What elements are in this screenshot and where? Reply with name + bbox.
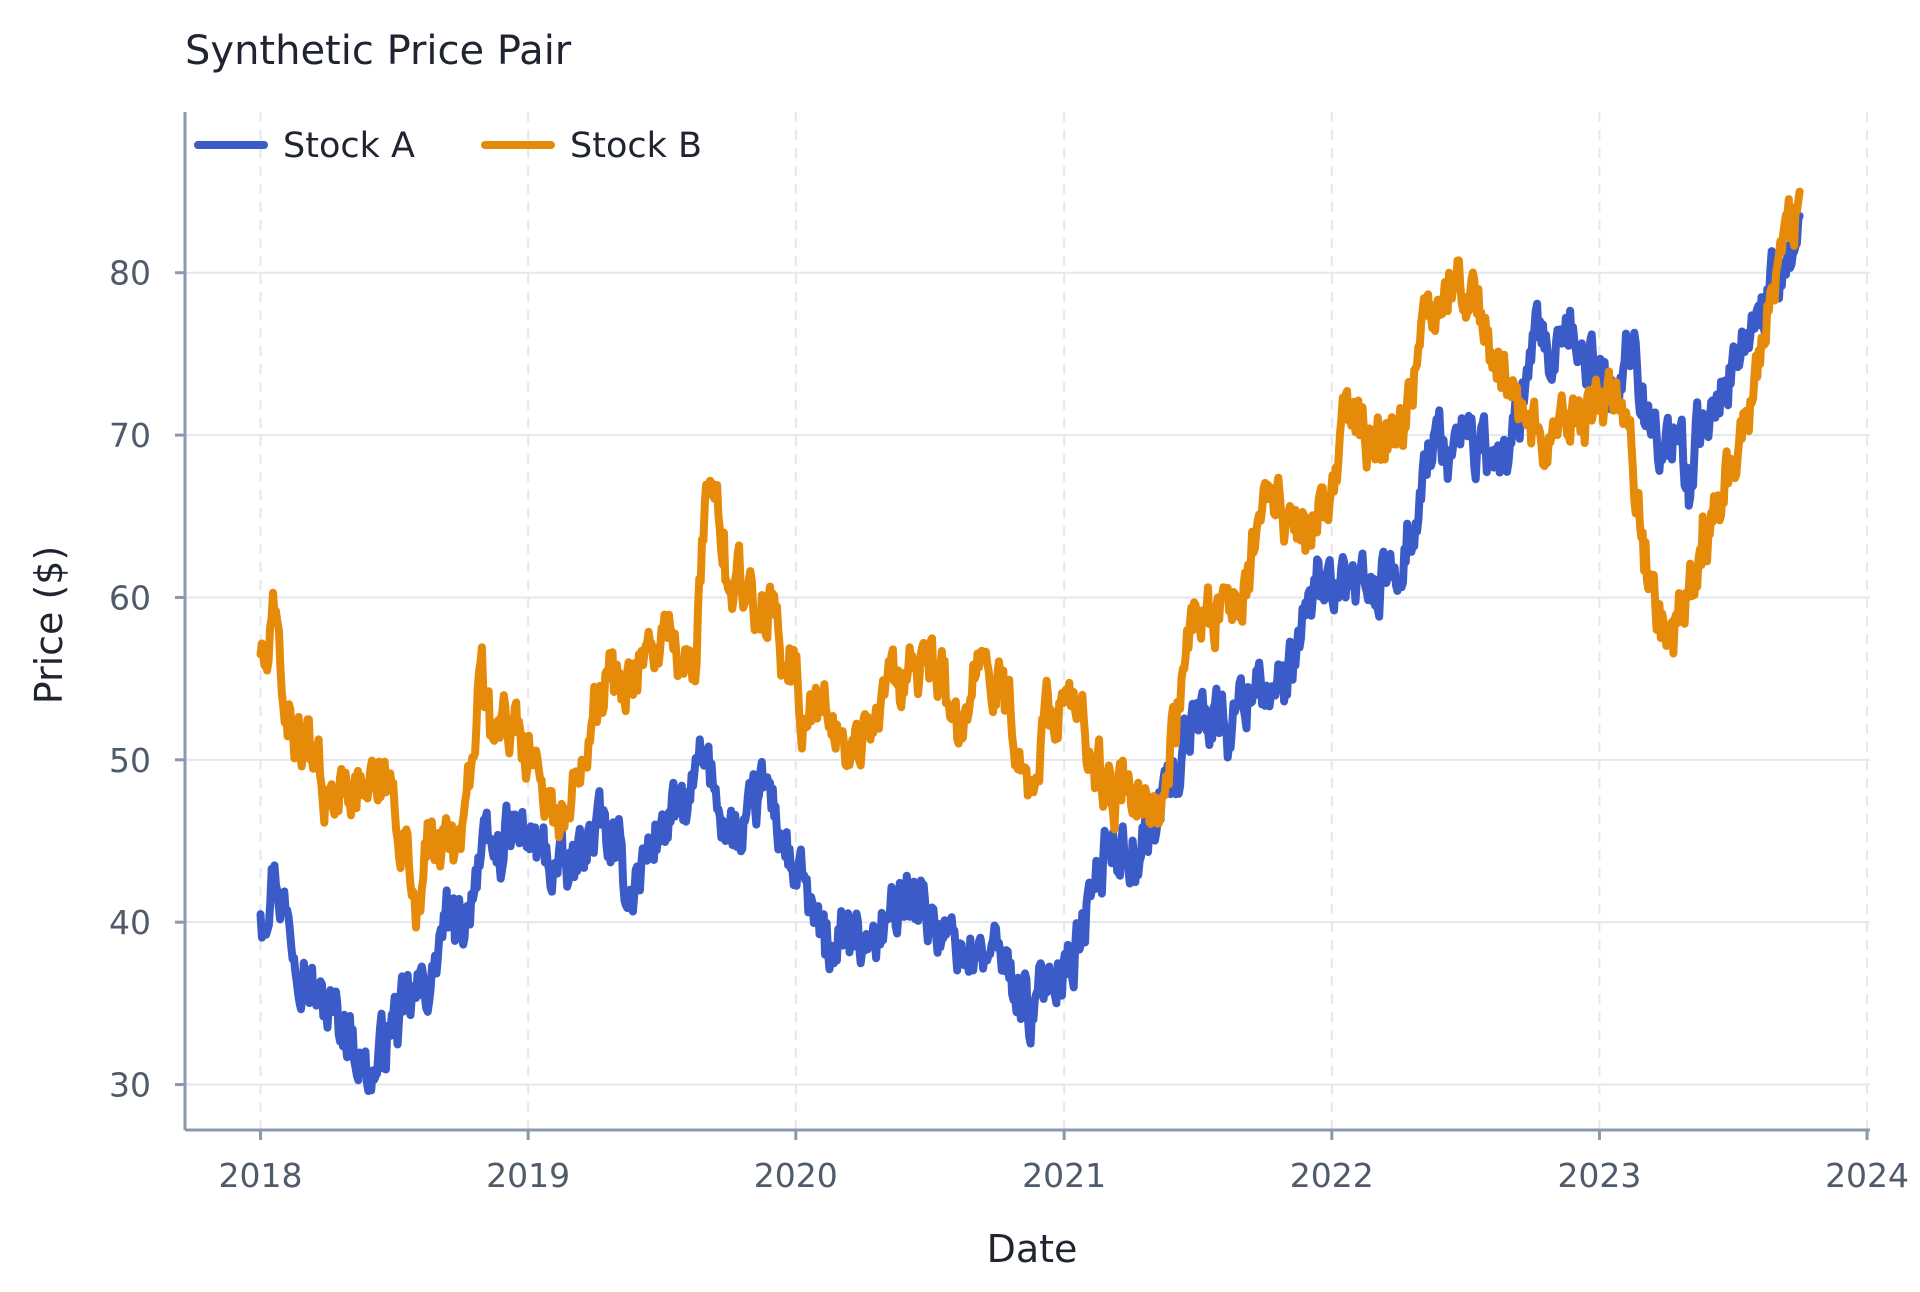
series-layer: [256, 187, 1804, 1095]
x-tick-label-2019: 2019: [486, 1156, 570, 1195]
x-tick-label-2022: 2022: [1290, 1156, 1374, 1195]
y-tick-label-40: 40: [109, 903, 151, 942]
y-axis-title: Price ($): [27, 546, 71, 705]
series-line-stock-b: [256, 187, 1804, 932]
y-tick-label-60: 60: [109, 578, 151, 617]
ticks-layer: 30 40 50 60 70 80 2018 2019 2020 2021 2022 2023 2024: [109, 254, 1909, 1195]
x-tick-label-2020: 2020: [754, 1156, 838, 1195]
x-tick-label-2021: 2021: [1022, 1156, 1106, 1195]
y-tick-label-80: 80: [109, 254, 151, 293]
legend: Stock A Stock B: [194, 126, 702, 166]
series-line-stock-a: [256, 211, 1804, 1095]
legend-label-stock-b: Stock B: [570, 126, 702, 166]
y-tick-label-30: 30: [109, 1066, 151, 1105]
y-tick-label-70: 70: [109, 416, 151, 455]
x-tick-label-2024: 2024: [1825, 1156, 1909, 1195]
chart-title: Synthetic Price Pair: [185, 28, 572, 74]
x-tick-label-2018: 2018: [219, 1156, 303, 1195]
axes-layer: [183, 112, 1870, 1132]
x-axis-title: Date: [987, 1227, 1078, 1271]
x-tick-label-2023: 2023: [1557, 1156, 1641, 1195]
legend-label-stock-a: Stock A: [283, 126, 415, 166]
y-tick-label-50: 50: [109, 741, 151, 780]
